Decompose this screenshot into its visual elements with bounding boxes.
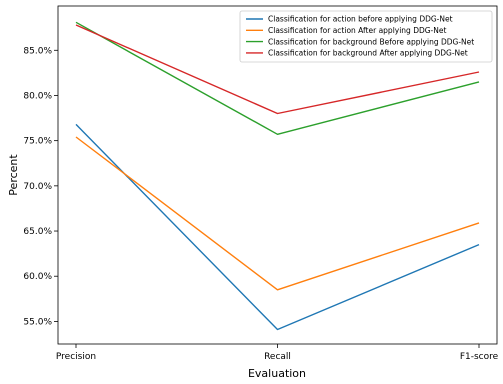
- legend-label: Classification for background After appl…: [268, 49, 468, 58]
- legend-label: Classification for action before applyin…: [268, 15, 453, 24]
- y-tick-label: 85.0%: [23, 46, 52, 56]
- y-tick-label: 55.0%: [23, 317, 52, 327]
- x-axis-ticks: Precision Recall F1-score: [56, 344, 499, 362]
- y-tick-label: 65.0%: [23, 227, 52, 237]
- series-line-2: [75, 136, 480, 291]
- y-axis-label: Percent: [7, 154, 20, 196]
- x-tick-label: Precision: [56, 352, 96, 362]
- y-axis-ticks: 55.0% 60.0% 65.0% 70.0% 75.0% 80.0% 85.0%: [23, 46, 58, 327]
- x-tick-label: Recall: [264, 352, 291, 362]
- series-line-3: [75, 21, 480, 136]
- x-axis-label: Evaluation: [248, 367, 306, 380]
- y-tick-label: 80.0%: [23, 91, 52, 101]
- x-tick-label: F1-score: [460, 352, 499, 362]
- series-layer: [75, 21, 480, 331]
- y-tick-label: 70.0%: [23, 182, 52, 192]
- series-line-4: [75, 24, 480, 115]
- legend: Classification for action before applyin…: [239, 10, 493, 63]
- series-line-1: [75, 123, 480, 331]
- legend-label: Classification for background Before app…: [268, 37, 474, 46]
- legend-box: [239, 10, 493, 63]
- y-tick-label: 60.0%: [23, 272, 52, 282]
- y-tick-label: 75.0%: [23, 137, 52, 147]
- legend-label: Classification for action After applying…: [268, 26, 446, 35]
